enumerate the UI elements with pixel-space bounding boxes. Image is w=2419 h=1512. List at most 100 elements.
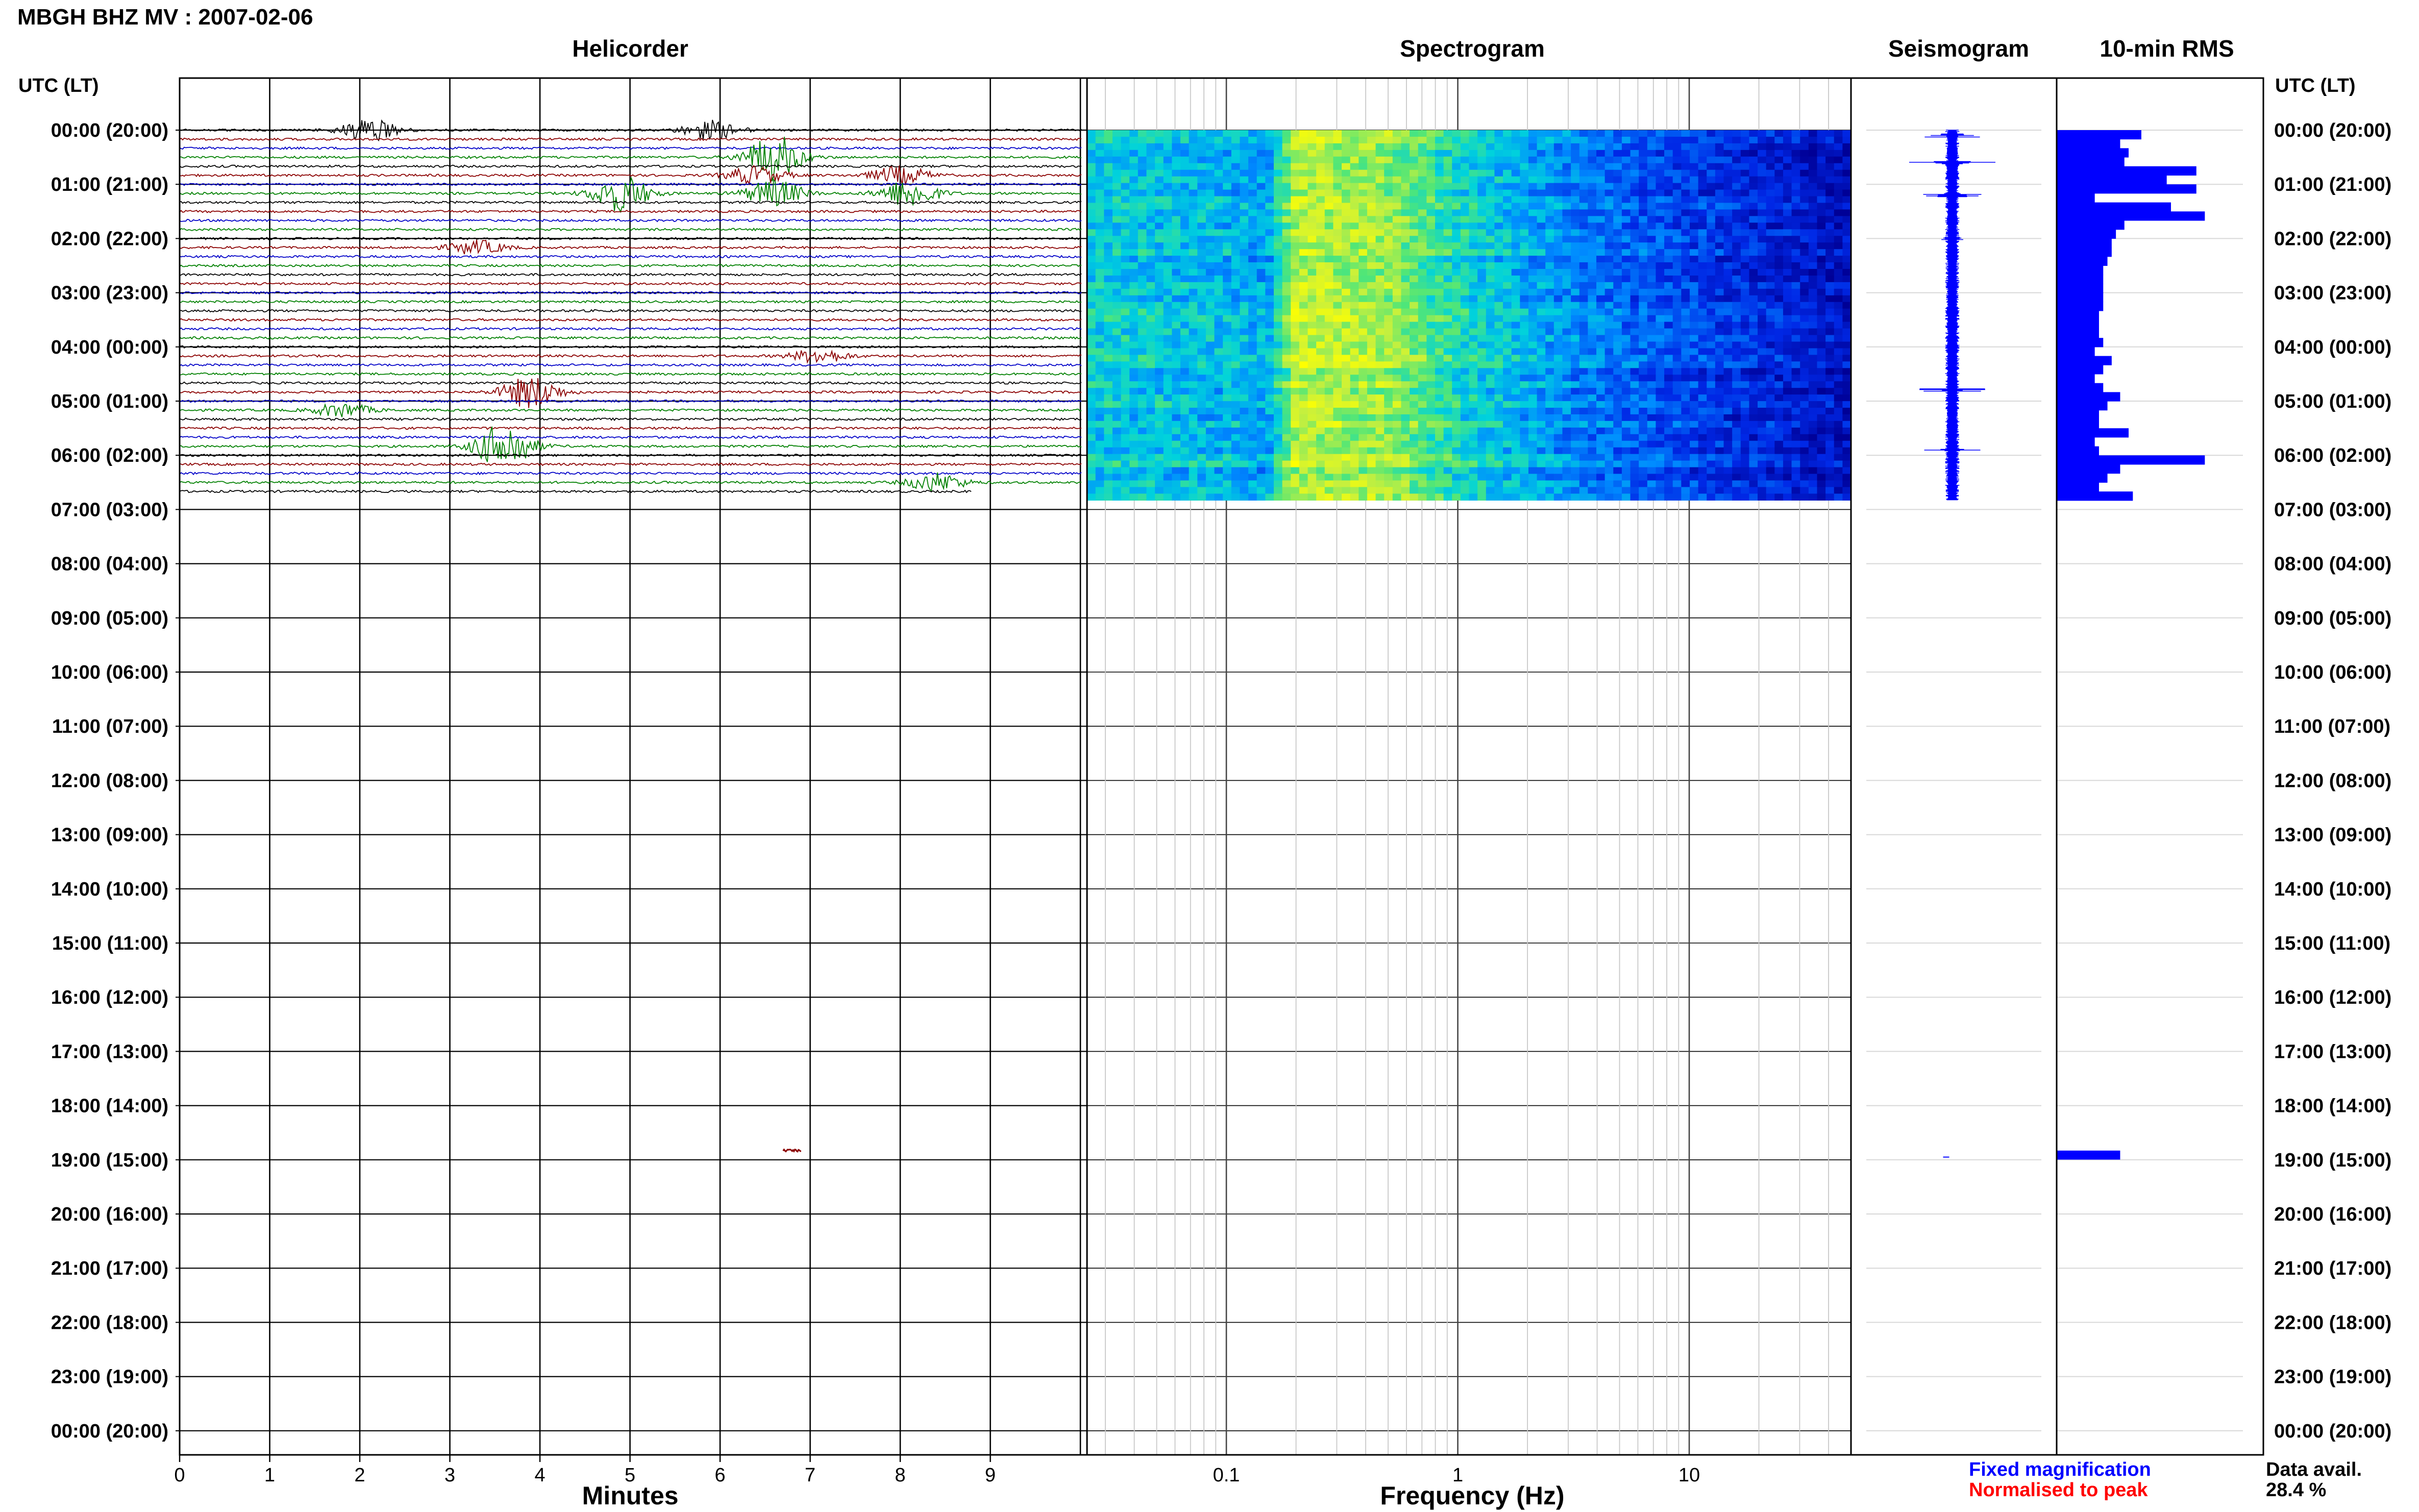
spectrogram-cell bbox=[1256, 156, 1266, 164]
spectrogram-cell bbox=[1342, 381, 1351, 388]
spectrogram-cell bbox=[1180, 427, 1190, 435]
spectrogram-cell bbox=[1553, 420, 1563, 428]
spectrogram-cell bbox=[1511, 216, 1520, 223]
spectrogram-cell bbox=[1121, 163, 1130, 170]
spectrogram-cell bbox=[1698, 361, 1707, 368]
spectrogram-cell bbox=[1452, 216, 1461, 223]
spectrogram-cell bbox=[1562, 288, 1571, 296]
spectrogram-cell bbox=[1443, 308, 1452, 316]
spectrogram-cell bbox=[1460, 302, 1470, 309]
spectrogram-cell bbox=[1223, 414, 1232, 422]
spectrogram-cell bbox=[1316, 295, 1325, 303]
spectrogram-cell bbox=[1299, 368, 1309, 375]
spectrogram-cell bbox=[1562, 136, 1571, 144]
spectrogram-cell bbox=[1553, 414, 1563, 422]
spectrogram-cell bbox=[1817, 321, 1826, 329]
spectrogram-cell bbox=[1486, 315, 1495, 323]
spectrogram-cell bbox=[1155, 414, 1164, 422]
spectrogram-cell bbox=[1121, 375, 1130, 382]
spectrogram-cell bbox=[1155, 242, 1164, 250]
spectrogram-cell bbox=[1486, 355, 1495, 362]
spectrogram-cell bbox=[1299, 335, 1309, 342]
spectrogram-cell bbox=[1282, 447, 1291, 455]
spectrogram-cell bbox=[1715, 282, 1724, 289]
spectrogram-cell bbox=[1401, 143, 1410, 151]
spectrogram-cell bbox=[1095, 420, 1104, 428]
spectrogram-cell bbox=[1842, 355, 1852, 362]
spectrogram-cell bbox=[1791, 427, 1800, 435]
spectrogram-cell bbox=[1596, 143, 1606, 151]
spectrogram-cell bbox=[1698, 302, 1707, 309]
spectrogram-cell bbox=[1689, 143, 1699, 151]
spectrogram-cell bbox=[1791, 454, 1800, 461]
spectrogram-cell bbox=[1401, 474, 1410, 481]
spectrogram-cell bbox=[1520, 375, 1529, 382]
spectrogram-cell bbox=[1180, 480, 1190, 488]
spectrogram-cell bbox=[1494, 229, 1503, 236]
spectrogram-cell bbox=[1104, 209, 1113, 216]
spectrogram-cell bbox=[1723, 474, 1733, 481]
spectrogram-cell bbox=[1282, 341, 1291, 349]
spectrogram-cell bbox=[1520, 361, 1529, 368]
spectrogram-cell bbox=[1596, 163, 1606, 170]
spectrogram-cell bbox=[1740, 189, 1749, 197]
spectrogram-cell bbox=[1596, 467, 1606, 475]
spectrogram-cell bbox=[1129, 229, 1139, 236]
spectrogram-cell bbox=[1621, 236, 1631, 243]
spectrogram-cell bbox=[1689, 440, 1699, 448]
spectrogram-cell bbox=[1375, 183, 1385, 190]
spectrogram-cell bbox=[1605, 335, 1614, 342]
spectrogram-cell bbox=[1256, 381, 1266, 388]
spectrogram-cell bbox=[1707, 169, 1716, 177]
spectrogram-cell bbox=[1596, 375, 1606, 382]
spectrogram-cell bbox=[1443, 467, 1452, 475]
spectrogram-cell bbox=[1511, 269, 1520, 276]
spectrogram-cell bbox=[1273, 163, 1283, 170]
spectrogram-cell bbox=[1842, 269, 1852, 276]
spectrogram-cell bbox=[1571, 341, 1580, 349]
spectrogram-cell bbox=[1758, 440, 1767, 448]
spectrogram-cell bbox=[1214, 308, 1223, 316]
spectrogram-cell bbox=[1537, 242, 1546, 250]
spectrogram-cell bbox=[1460, 136, 1470, 144]
spectrogram-cell bbox=[1545, 375, 1554, 382]
spectrogram-cell bbox=[1384, 176, 1393, 184]
spectrogram-cell bbox=[1715, 414, 1724, 422]
spectrogram-cell bbox=[1698, 427, 1707, 435]
spectrogram-cell bbox=[1817, 183, 1826, 190]
spectrogram-cell bbox=[1562, 375, 1571, 382]
spectrogram-cell bbox=[1656, 474, 1665, 481]
spectrogram-cell bbox=[1647, 256, 1657, 263]
spectrogram-cell bbox=[1265, 414, 1274, 422]
spectrogram-cell bbox=[1392, 368, 1402, 375]
spectrogram-cell bbox=[1749, 321, 1758, 329]
spectrogram-cell bbox=[1715, 440, 1724, 448]
spectrogram-cell bbox=[1681, 375, 1690, 382]
spectrogram-cell bbox=[1316, 150, 1325, 157]
spectrogram-cell bbox=[1155, 434, 1164, 441]
spectrogram-cell bbox=[1375, 143, 1385, 151]
spectrogram-cell bbox=[1791, 295, 1800, 303]
spectrogram-cell bbox=[1520, 209, 1529, 216]
spectrogram-cell bbox=[1375, 169, 1385, 177]
spectrogram-cell bbox=[1401, 156, 1410, 164]
spectrogram-cell bbox=[1307, 169, 1317, 177]
spectrogram-cell bbox=[1189, 288, 1198, 296]
spectrogram-cell bbox=[1681, 130, 1690, 137]
spectrogram-cell bbox=[1808, 348, 1818, 355]
spectrogram-cell bbox=[1240, 282, 1249, 289]
spectrogram-cell bbox=[1528, 315, 1538, 323]
spectrogram-cell bbox=[1316, 163, 1325, 170]
spectrogram-cell bbox=[1647, 269, 1657, 276]
spectrogram-cell bbox=[1469, 447, 1478, 455]
spectrogram-cell bbox=[1783, 242, 1792, 250]
spectrogram-cell bbox=[1223, 156, 1232, 164]
spectrogram-cell bbox=[1596, 348, 1606, 355]
spectrogram-cell bbox=[1511, 328, 1520, 336]
spectrogram-cell bbox=[1248, 381, 1257, 388]
spectrogram-cell bbox=[1698, 275, 1707, 283]
spectrogram-cell bbox=[1715, 295, 1724, 303]
spectrogram-cell bbox=[1138, 209, 1147, 216]
spectrogram-cell bbox=[1749, 288, 1758, 296]
spectrogram-cell bbox=[1197, 216, 1206, 223]
